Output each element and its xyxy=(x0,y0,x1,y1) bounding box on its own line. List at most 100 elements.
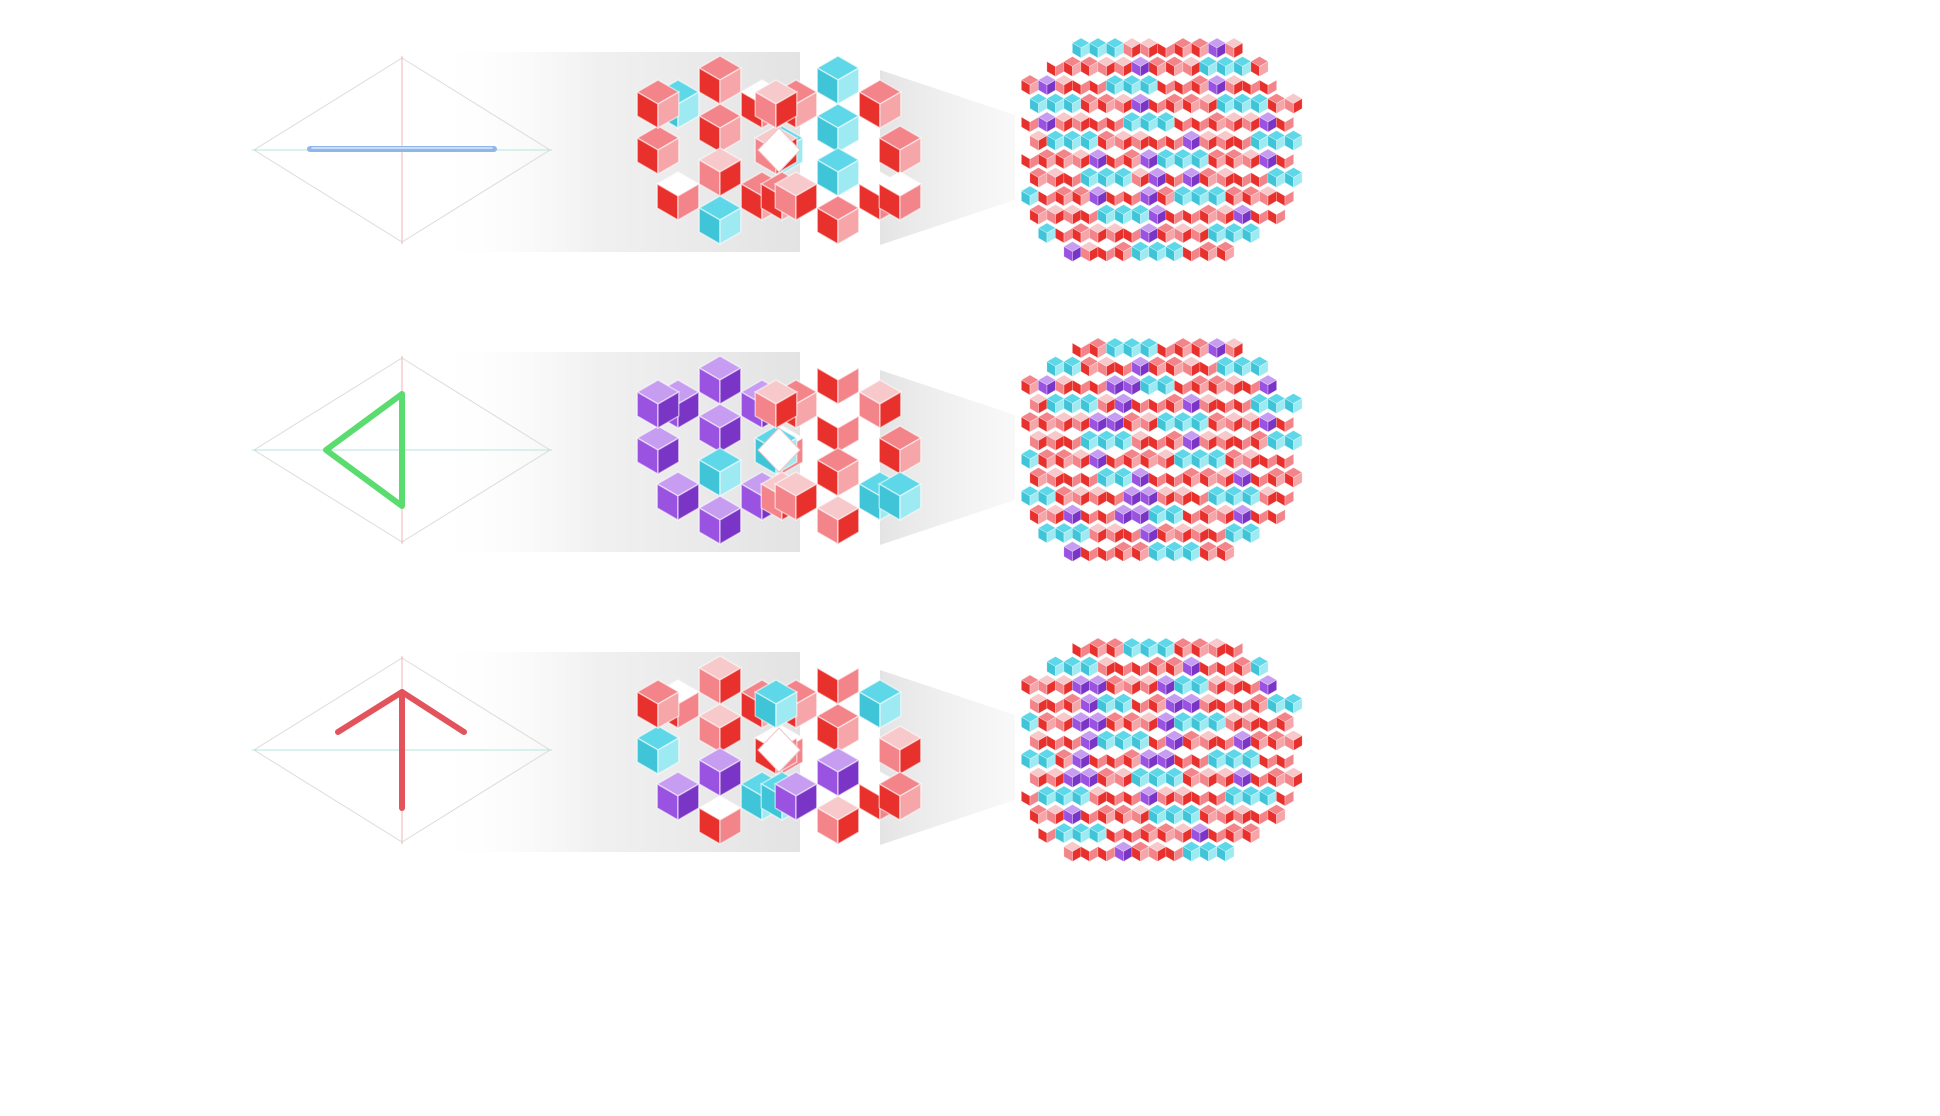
tile-cell xyxy=(1182,656,1201,678)
tile-cell xyxy=(1105,522,1125,544)
tile-cell xyxy=(1054,485,1074,507)
tile-cell xyxy=(1046,56,1065,78)
tile-cell xyxy=(1173,822,1193,844)
tile-cell xyxy=(1097,693,1116,715)
tile-cell xyxy=(1071,637,1091,659)
cluster-pair xyxy=(635,655,923,846)
tile-cell xyxy=(1156,637,1176,659)
tile-cell xyxy=(1182,241,1201,263)
tile-cell xyxy=(1258,711,1278,733)
cube-cell xyxy=(815,355,861,406)
tile-cell xyxy=(1122,74,1142,96)
tile-cell xyxy=(1216,730,1235,752)
tile-cell xyxy=(1182,167,1201,189)
cube-cell xyxy=(697,747,743,798)
tile-cell xyxy=(1088,222,1108,244)
tile-cell xyxy=(1088,337,1108,359)
tile-cell xyxy=(1029,767,1048,789)
tile-cell xyxy=(1054,374,1074,396)
tile-cell xyxy=(1029,504,1048,526)
tile-cell xyxy=(1156,148,1176,170)
tile-cell xyxy=(1233,804,1252,826)
tile-cell xyxy=(1105,822,1125,844)
tile-cell xyxy=(1029,693,1048,715)
tile-cell xyxy=(1105,337,1125,359)
tile-cell xyxy=(1139,748,1159,770)
tile-cell xyxy=(1114,467,1133,489)
cube-cell xyxy=(753,379,799,430)
cluster-lobe-right xyxy=(753,55,923,246)
tile-cell xyxy=(1088,74,1108,96)
tile-cell xyxy=(1173,711,1193,733)
tile-cell xyxy=(1156,111,1176,133)
tile-cell xyxy=(1131,130,1150,152)
tile-cell xyxy=(1224,711,1244,733)
tile-cell xyxy=(1071,448,1091,470)
tile-cell xyxy=(1241,111,1261,133)
tile-cell xyxy=(1258,674,1278,696)
tile-cell xyxy=(1054,522,1074,544)
tile-cell xyxy=(1114,56,1133,78)
tiling-cluster xyxy=(1020,637,1303,863)
tile-cell xyxy=(1020,711,1040,733)
tile-cell xyxy=(1182,767,1201,789)
tile-cell xyxy=(1071,37,1091,59)
cube-cell xyxy=(697,447,743,498)
tile-cell xyxy=(1097,241,1116,263)
tile-cell xyxy=(1105,222,1125,244)
tile-cell xyxy=(1105,785,1125,807)
tile-cell xyxy=(1182,56,1201,78)
center-gap xyxy=(757,727,801,773)
tile-cell xyxy=(1224,637,1244,659)
tile-cell xyxy=(1148,241,1167,263)
tile-cell xyxy=(1122,522,1142,544)
tile-cell xyxy=(1233,167,1252,189)
tile-cell xyxy=(1173,374,1193,396)
cube-cell xyxy=(697,195,743,246)
tile-cell xyxy=(1114,656,1133,678)
tile-cell xyxy=(1190,448,1210,470)
tile-cell xyxy=(1173,185,1193,207)
cube-cell xyxy=(815,195,861,246)
tile-cell xyxy=(1173,74,1193,96)
tile-cell xyxy=(1097,767,1116,789)
tile-cell xyxy=(1088,522,1108,544)
tile-cell xyxy=(1054,185,1074,207)
tile-cell xyxy=(1029,804,1048,826)
tile-cell xyxy=(1182,841,1201,863)
tile-cell xyxy=(1156,411,1176,433)
tile-cell xyxy=(1097,541,1116,563)
tile-cell xyxy=(1156,748,1176,770)
tile-cell xyxy=(1063,767,1082,789)
tile-cell xyxy=(1190,522,1210,544)
tile-cell xyxy=(1233,730,1252,752)
tile-cell xyxy=(1156,448,1176,470)
tile-cell xyxy=(1182,730,1201,752)
tile-cell xyxy=(1173,37,1193,59)
cube-cell xyxy=(655,471,701,522)
tile-cell xyxy=(1139,111,1159,133)
tile-cell xyxy=(1241,185,1261,207)
tile-cell xyxy=(1224,337,1244,359)
cube-cell xyxy=(815,403,861,454)
tile-cell xyxy=(1037,185,1057,207)
tile-cell xyxy=(1122,785,1142,807)
tile-cell xyxy=(1165,730,1184,752)
tile-cell xyxy=(1207,522,1227,544)
tile-cell xyxy=(1122,411,1142,433)
tile-cell xyxy=(1114,204,1133,226)
tile-cell xyxy=(1207,748,1227,770)
tile-cell xyxy=(1224,148,1244,170)
cube-cell xyxy=(697,795,743,846)
cube-cell xyxy=(773,771,819,822)
tile-cell xyxy=(1216,767,1235,789)
tile-cell xyxy=(1131,504,1150,526)
tile-cell xyxy=(1275,448,1295,470)
tile-cell xyxy=(1190,148,1210,170)
tile-cell xyxy=(1139,674,1159,696)
tile-cell xyxy=(1148,167,1167,189)
tile-cell xyxy=(1037,74,1057,96)
tile-cell xyxy=(1148,693,1167,715)
tile-cell xyxy=(1190,485,1210,507)
tile-cell xyxy=(1046,93,1065,115)
